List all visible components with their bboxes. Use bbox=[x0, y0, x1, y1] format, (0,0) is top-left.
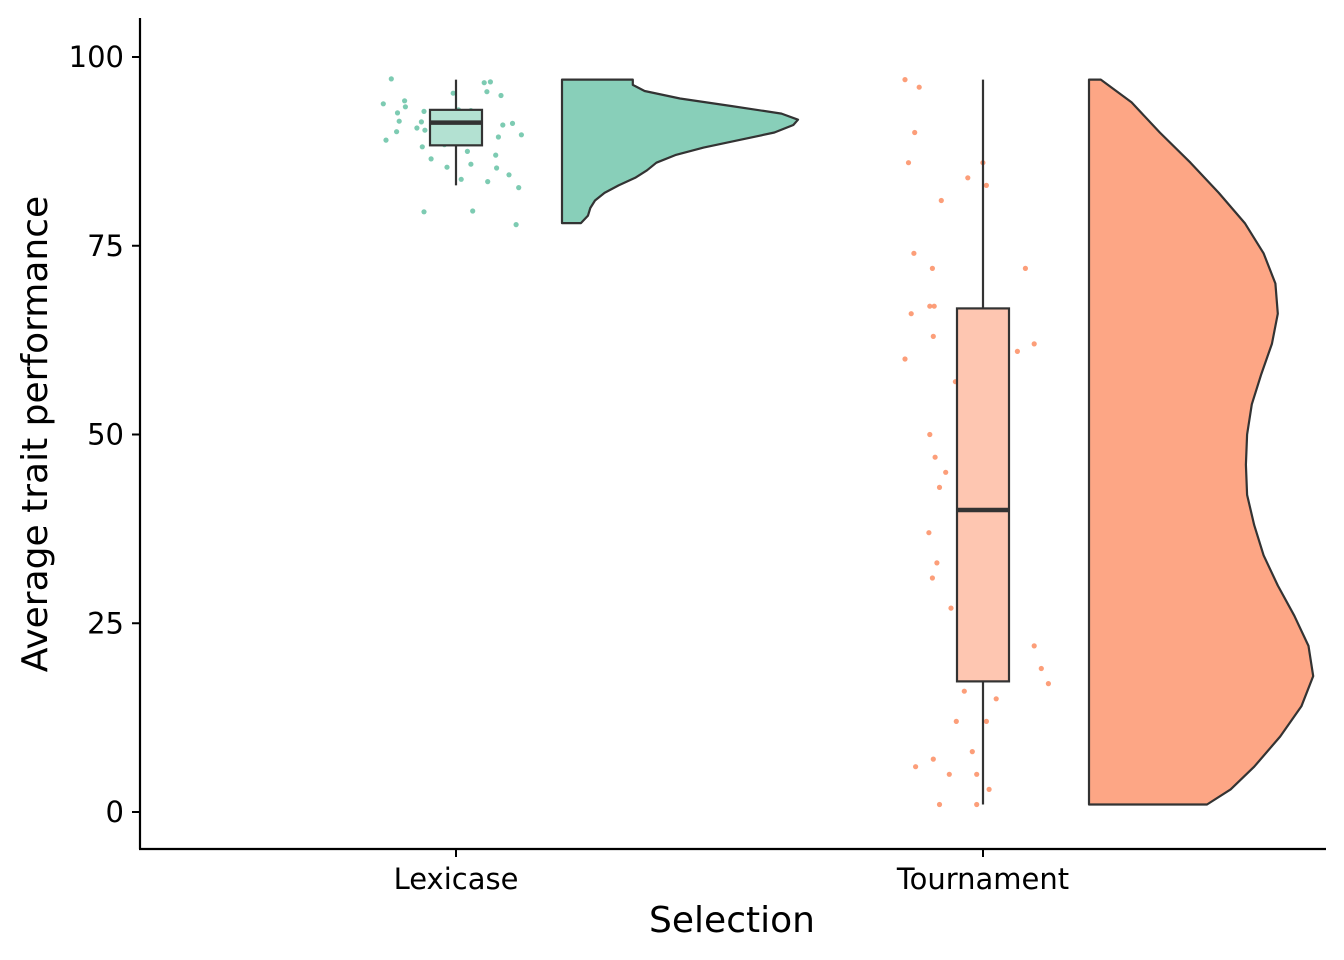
jitter-point-tournament bbox=[927, 431, 933, 438]
jitter-point-lexicase bbox=[487, 79, 493, 85]
jitter-point-lexicase bbox=[414, 125, 420, 131]
jitter-point-lexicase bbox=[422, 127, 428, 133]
jitter-point-tournament bbox=[911, 250, 917, 256]
x-axis-title: Selection bbox=[649, 900, 815, 941]
jitter-point-tournament bbox=[1022, 265, 1028, 271]
y-tick-label-75: 75 bbox=[87, 229, 124, 263]
density-clouds bbox=[560, 78, 1315, 806]
jitter-point-tournament bbox=[934, 560, 940, 566]
jitter-point-tournament bbox=[983, 182, 990, 188]
jitter-point-lexicase bbox=[419, 144, 425, 150]
jitter-point-tournament bbox=[965, 175, 971, 181]
jitter-point-lexicase bbox=[513, 222, 519, 228]
jitter-point-tournament bbox=[969, 749, 975, 755]
jitter-point-tournament bbox=[926, 530, 932, 536]
jitter-point-lexicase bbox=[418, 119, 424, 125]
jitter-point-lexicase bbox=[394, 110, 401, 116]
jitter-point-lexicase bbox=[394, 129, 400, 135]
y-tick-label-100: 100 bbox=[69, 40, 124, 74]
jitter-point-tournament bbox=[943, 469, 949, 475]
jitter-point-tournament bbox=[936, 801, 943, 808]
jitter-point-tournament bbox=[932, 454, 938, 460]
jitter-point-lexicase bbox=[484, 89, 490, 95]
y-tick-label-50: 50 bbox=[87, 418, 124, 452]
jitter-point-tournament bbox=[993, 696, 999, 702]
y-tick-label-0: 0 bbox=[106, 795, 124, 829]
boxplots bbox=[428, 79, 1011, 805]
box-lexicase bbox=[428, 108, 484, 147]
jitter-point-tournament bbox=[936, 484, 943, 490]
jitter-point-lexicase bbox=[428, 156, 434, 162]
jitter-point-tournament bbox=[908, 311, 914, 317]
jitter-point-tournament bbox=[902, 77, 908, 83]
jitter-point-tournament bbox=[983, 718, 990, 725]
jitter-point-tournament bbox=[929, 575, 936, 581]
jitter-point-lexicase bbox=[481, 80, 487, 86]
jitter-point-tournament bbox=[1045, 681, 1051, 687]
jitter-point-lexicase bbox=[498, 92, 504, 99]
jitter-point-lexicase bbox=[493, 152, 499, 158]
jitter-point-tournament bbox=[938, 197, 944, 204]
x-tick-label-tournament: Tournament bbox=[896, 862, 1069, 896]
jitter-point-tournament bbox=[927, 303, 933, 309]
jitter-point-lexicase bbox=[516, 185, 522, 191]
x-tick-label-lexicase: Lexicase bbox=[394, 862, 519, 896]
jitter-point-tournament bbox=[1038, 665, 1044, 672]
density-cloud-tournament bbox=[1087, 78, 1315, 806]
jitter-point-tournament bbox=[948, 605, 954, 611]
jitter-point-lexicase bbox=[444, 164, 450, 170]
jitter-point-lexicase bbox=[500, 122, 506, 128]
jitter-point-lexicase bbox=[450, 90, 456, 96]
tick-labels: Lexicase Tournament 0 25 50 75 100 bbox=[69, 40, 1070, 896]
jitter-point-lexicase bbox=[494, 165, 500, 171]
jitter-point-lexicase bbox=[468, 161, 474, 167]
jitter-point-lexicase bbox=[509, 120, 516, 126]
jitter-point-lexicase bbox=[380, 101, 386, 107]
jitter-point-tournament bbox=[931, 303, 937, 309]
jitter-point-lexicase bbox=[495, 134, 501, 140]
jitter-point-tournament bbox=[916, 84, 922, 90]
jitter-point-lexicase bbox=[421, 209, 427, 215]
jitter-point-lexicase bbox=[402, 104, 408, 110]
jitter-point-tournament bbox=[953, 718, 959, 725]
y-tick-label-25: 25 bbox=[87, 606, 124, 640]
jitter-point-tournament bbox=[912, 129, 918, 136]
jitter-point-lexicase bbox=[518, 132, 525, 138]
jitter-point-lexicase bbox=[421, 108, 427, 114]
jitter-point-tournament bbox=[913, 764, 919, 770]
jitter-point-lexicase bbox=[383, 137, 389, 143]
jitter-point-tournament bbox=[1031, 341, 1037, 347]
jitter-point-tournament bbox=[1031, 643, 1037, 649]
jitter-point-tournament bbox=[905, 160, 912, 166]
jitter-point-tournament bbox=[986, 786, 992, 793]
jitter-point-tournament bbox=[930, 333, 936, 339]
jitter-point-lexicase bbox=[506, 172, 512, 178]
jitter-point-lexicase bbox=[464, 148, 470, 154]
jitter-point-tournament bbox=[902, 356, 908, 362]
box-tournament bbox=[955, 307, 1011, 683]
jitter-point-tournament bbox=[974, 801, 980, 808]
jitter-point-lexicase bbox=[396, 118, 402, 124]
jitter-point-lexicase bbox=[470, 208, 476, 214]
jitter-point-lexicase bbox=[402, 98, 408, 104]
jitter-point-tournament bbox=[1014, 348, 1021, 354]
jitter-point-tournament bbox=[946, 771, 952, 777]
jitter-point-lexicase bbox=[388, 76, 394, 82]
jitter-point-tournament bbox=[961, 688, 967, 694]
jitter-point-tournament bbox=[929, 265, 936, 271]
jitter-point-tournament bbox=[930, 756, 936, 762]
jitter-point-lexicase bbox=[485, 179, 491, 185]
jitter-point-tournament bbox=[974, 771, 980, 777]
jitter-point-lexicase bbox=[458, 176, 464, 182]
jitter-points bbox=[380, 76, 1051, 808]
y-axis-title: Average trait performance bbox=[15, 196, 56, 672]
density-cloud-lexicase bbox=[560, 78, 800, 225]
